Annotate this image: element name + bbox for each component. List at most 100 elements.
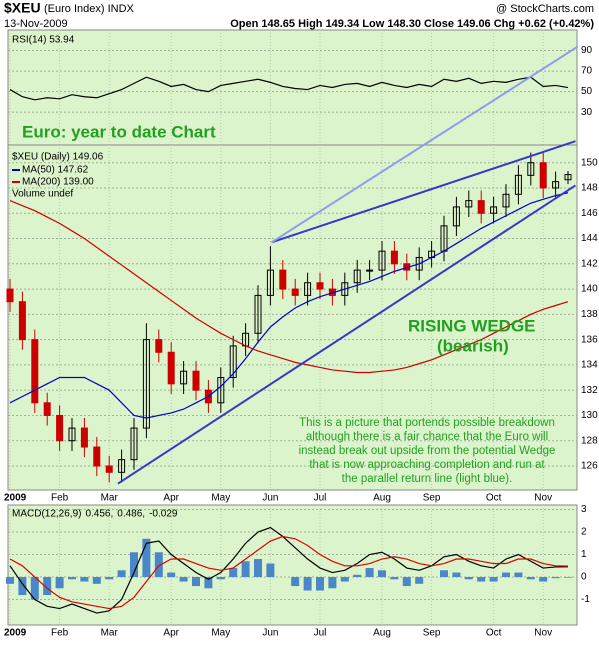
x-tick-label: Jul: [314, 628, 327, 639]
y-tick-label: 150: [581, 157, 598, 168]
candle-body: [514, 174, 522, 195]
x-tick-label: Jul: [314, 493, 327, 504]
hist-bar: [105, 577, 114, 580]
y-tick-label: 50: [581, 86, 593, 97]
candle-body: [155, 339, 163, 353]
legend-text: Volume undef: [12, 189, 73, 200]
x-tick-label: 2009: [4, 493, 27, 504]
x-tick-label: Jun: [262, 493, 278, 504]
hist-bar: [154, 552, 163, 578]
hist-bar: [229, 568, 238, 578]
candle-body: [316, 282, 324, 290]
legend-text: RSI(14) 53.94: [12, 35, 75, 46]
candle-body: [93, 446, 101, 467]
series-line: [9, 200, 569, 374]
candle-body: [6, 288, 14, 303]
hist-bar: [415, 577, 424, 584]
hist-bar: [179, 577, 188, 582]
x-tick-label: Feb: [51, 628, 69, 639]
candle-body: [56, 414, 64, 442]
hist-bar: [489, 577, 498, 582]
hist-bar: [43, 577, 52, 596]
candle-body: [105, 465, 113, 473]
y-tick-label: 132: [581, 385, 598, 396]
note-line: that is now approaching completion and r…: [309, 459, 545, 471]
hist-bar: [340, 577, 349, 582]
hist-bar: [291, 577, 300, 587]
series-line: [9, 76, 569, 101]
series-line: [9, 192, 569, 419]
y-tick-label: 1: [581, 549, 587, 560]
y-tick-label: 140: [581, 284, 598, 295]
annotation: RISING WEDGE: [408, 316, 536, 335]
x-tick-label: Jun: [262, 628, 278, 639]
trendline: [271, 45, 579, 244]
hist-bar: [353, 574, 362, 578]
hist-bar: [241, 561, 250, 578]
candle-body: [31, 339, 39, 404]
y-tick-label: 144: [581, 233, 598, 244]
candle-body: [192, 370, 200, 391]
candle-body: [43, 402, 51, 416]
x-tick-label: May: [211, 628, 230, 639]
candle-body: [539, 162, 547, 189]
candle-body: [465, 200, 473, 208]
candle-body: [490, 206, 498, 214]
x-tick-label: Oct: [486, 628, 502, 639]
candle-body: [167, 351, 175, 385]
hist-bar: [80, 577, 89, 582]
y-tick-label: 138: [581, 309, 598, 320]
candle-body: [254, 294, 262, 334]
hist-bar: [564, 577, 572, 578]
hist-bar: [192, 577, 200, 587]
y-tick-label: 0: [581, 572, 587, 583]
hist-bar: [142, 538, 151, 578]
candle-body: [291, 288, 299, 296]
hist-bar: [30, 577, 39, 600]
hist-bar: [204, 577, 213, 589]
hist-bar: [464, 577, 473, 580]
hist-bar: [551, 577, 560, 579]
hist-bar: [378, 570, 386, 578]
series-line: [9, 535, 569, 610]
candle-body: [279, 269, 287, 290]
y-tick-label: 142: [581, 258, 598, 269]
hist-bar: [167, 572, 176, 578]
hist-bar: [6, 577, 14, 584]
hist-bar: [390, 577, 399, 580]
note-line: This is a picture that portends possible…: [299, 417, 555, 429]
y-tick-label: -1: [581, 594, 590, 605]
legend-text: MACD(12,26,9): [12, 509, 81, 520]
hist-bar: [117, 570, 126, 578]
x-tick-label: Apr: [163, 493, 179, 504]
candle-body: [217, 377, 225, 404]
hist-bar: [514, 572, 523, 578]
candle-body: [180, 370, 188, 385]
quote: Open 148.65 High 149.34 Low 148.30 Close…: [230, 18, 594, 30]
candle-body: [390, 250, 398, 265]
annotation: (bearish): [437, 336, 509, 355]
legend-text: -0.029: [149, 509, 178, 520]
hist-bar: [402, 577, 411, 587]
candle-body: [552, 181, 560, 189]
x-tick-label: Nov: [534, 493, 552, 504]
candle-body: [378, 250, 386, 271]
candle-body: [229, 345, 237, 379]
y-tick-label: 90: [581, 45, 593, 56]
symbol-name: (Euro Index) INDX: [44, 3, 135, 15]
hist-bar: [452, 572, 461, 578]
candle-body: [80, 427, 88, 448]
candle-body: [527, 162, 535, 176]
candle-body: [130, 427, 138, 461]
hist-bar: [539, 577, 548, 582]
y-tick-label: 30: [581, 107, 593, 118]
candle-body: [68, 427, 76, 442]
source: @ StockCharts.com: [496, 3, 594, 15]
x-tick-label: Mar: [101, 493, 119, 504]
x-tick-label: May: [211, 493, 230, 504]
legend-text: MA(200) 139.00: [22, 177, 94, 188]
y-tick-label: 2: [581, 527, 587, 538]
hist-bar: [216, 577, 225, 580]
date: 13-Nov-2009: [4, 18, 68, 30]
